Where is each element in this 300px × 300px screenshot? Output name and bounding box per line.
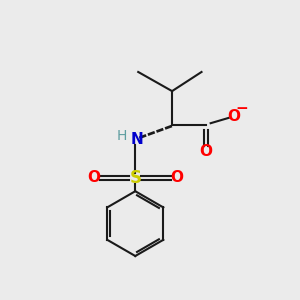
Text: N: N	[130, 132, 143, 147]
Text: −: −	[236, 101, 248, 116]
Text: S: S	[129, 169, 141, 187]
Text: O: O	[88, 170, 100, 185]
Text: O: O	[227, 109, 240, 124]
Text: O: O	[200, 144, 212, 159]
Text: O: O	[170, 170, 183, 185]
Text: H: H	[117, 129, 127, 143]
